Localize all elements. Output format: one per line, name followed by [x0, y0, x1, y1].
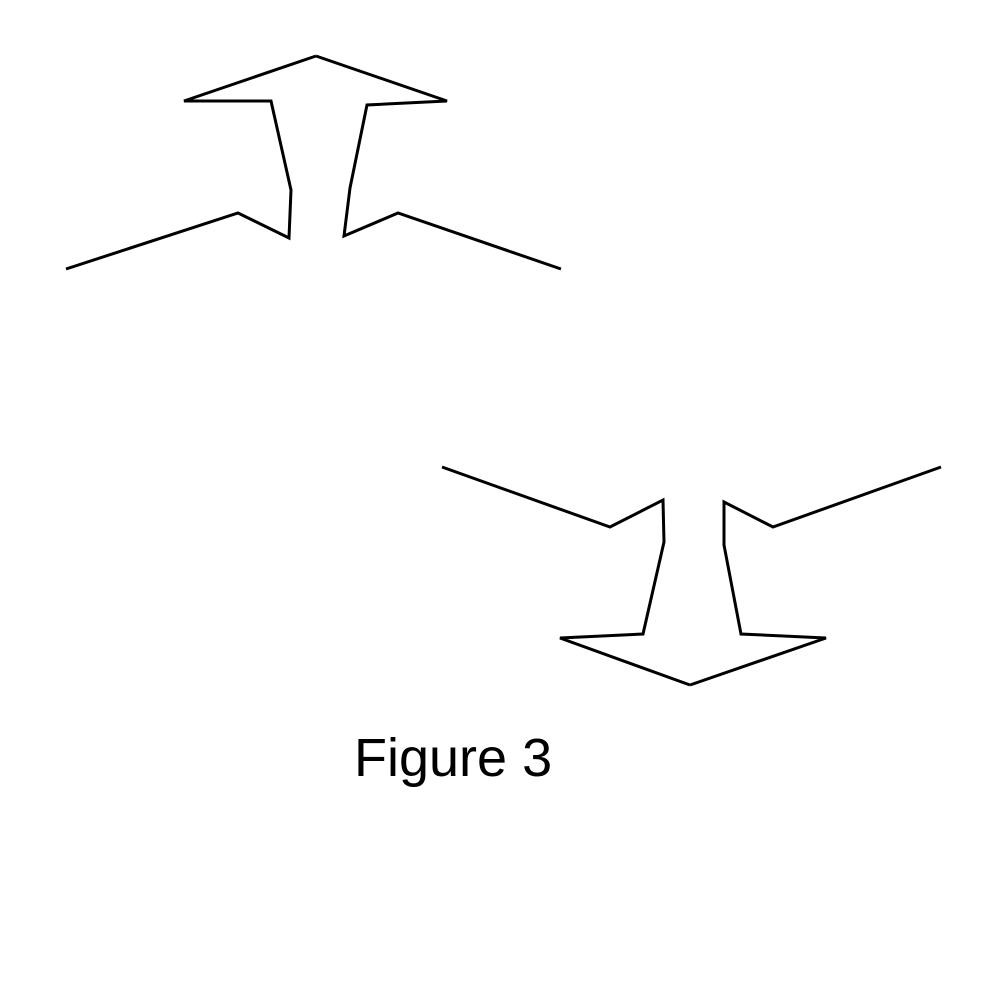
downward-arrow-right-edge [689, 465, 942, 687]
downward-arrow-outline [441, 465, 942, 687]
upward-arrow-outline [65, 54, 562, 271]
downward-arrow-left-edge [441, 465, 691, 687]
upward-arrow-left-edge [65, 54, 317, 271]
upward-arrow-right-edge [315, 54, 562, 271]
figure-caption: Figure 3 [354, 728, 553, 788]
